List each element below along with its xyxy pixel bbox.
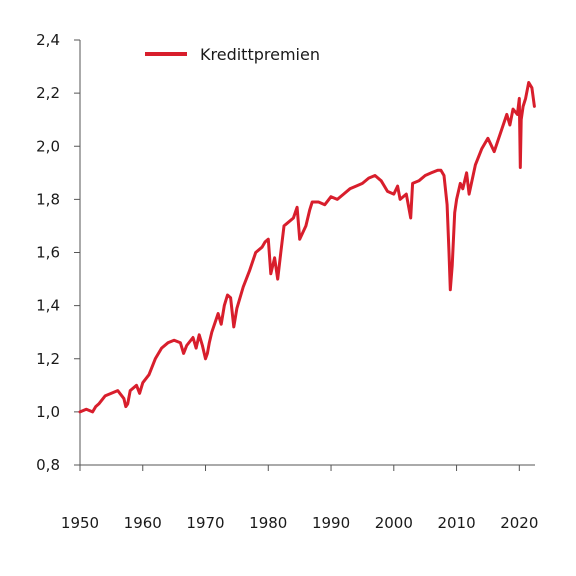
y-tick-label: 1,2 xyxy=(36,350,60,368)
y-tick-label: 1,8 xyxy=(36,190,60,208)
x-tick-label: 1950 xyxy=(61,514,99,532)
legend-label: Kredittpremien xyxy=(200,45,320,64)
x-tick-label: 2000 xyxy=(375,514,413,532)
series-line-0 xyxy=(78,81,536,414)
y-tick-label: 1,4 xyxy=(36,297,60,315)
y-tick-label: 2,0 xyxy=(36,137,60,155)
x-tick-label: 1980 xyxy=(249,514,287,532)
y-tick-label: 1,6 xyxy=(36,244,60,262)
x-tick-label: 2010 xyxy=(437,514,475,532)
series-layer xyxy=(78,81,536,414)
x-tick-label: 2020 xyxy=(500,514,538,532)
y-tick-label: 2,2 xyxy=(36,84,60,102)
legend: Kredittpremien xyxy=(145,45,320,64)
y-tick-label: 1,0 xyxy=(36,403,60,421)
x-tick-label: 1960 xyxy=(124,514,162,532)
x-tick-label: 1970 xyxy=(186,514,224,532)
x-tick-label: 1990 xyxy=(312,514,350,532)
y-tick-label: 0,8 xyxy=(36,456,60,474)
y-tick-label: 2,4 xyxy=(36,31,60,49)
x-axis: 1950 1960 1970 1980 1990 2000 2010 2020 xyxy=(61,464,538,532)
y-axis: 0,8 1,0 1,2 1,4 1,6 1,8 2,0 2,2 2,4 xyxy=(36,31,81,474)
